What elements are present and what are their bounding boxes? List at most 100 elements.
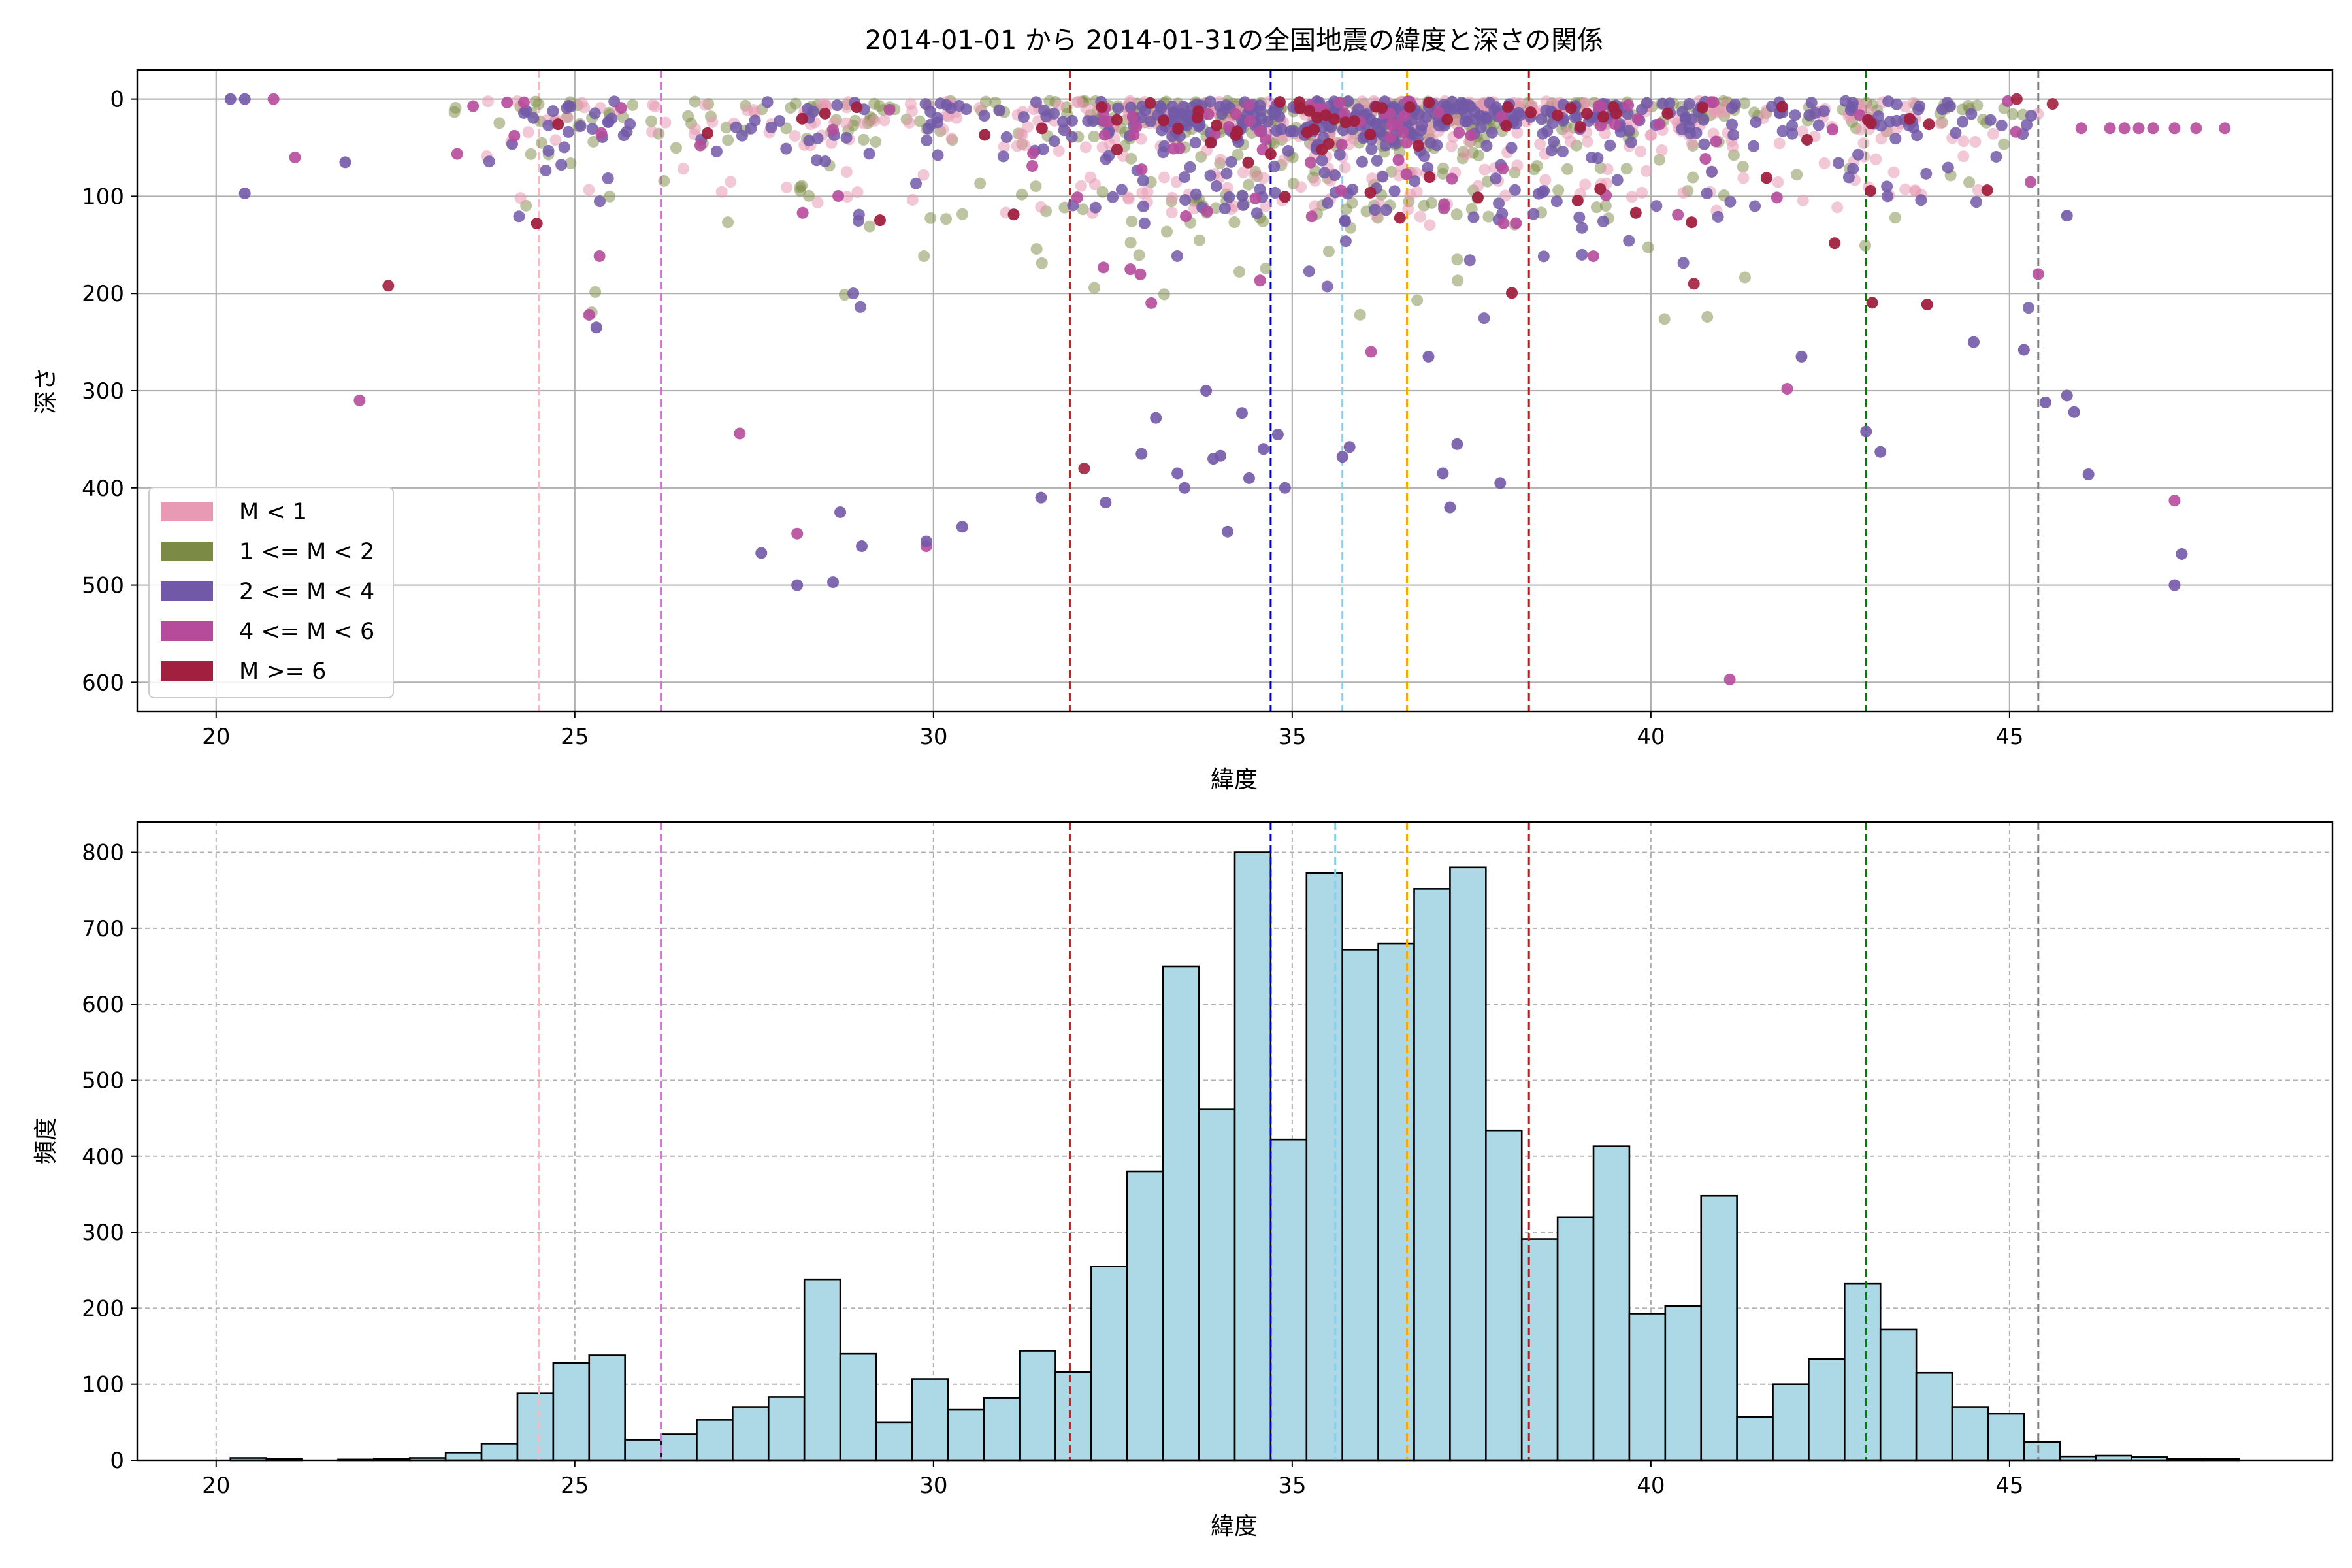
scatter-point [1500, 120, 1512, 132]
scatter-point [1273, 110, 1286, 123]
scatter-point [1912, 103, 1925, 116]
scatter-point [1134, 268, 1147, 280]
scatter-point [1552, 184, 1565, 197]
scatter-point [1510, 217, 1522, 229]
scatter-point [1972, 184, 1984, 196]
scatter-point [1712, 210, 1724, 223]
scatter-point [2017, 344, 2030, 356]
scatter-point [765, 122, 777, 134]
scatter-point [1158, 171, 1170, 184]
legend-label: 2 <= M < 4 [239, 579, 374, 605]
scatter-point [796, 112, 808, 125]
scatter-point [1803, 109, 1816, 122]
histogram-y-tick-label: 800 [82, 840, 124, 866]
scatter-point [1126, 215, 1138, 227]
scatter-point [1963, 176, 1976, 189]
histogram-bars [229, 851, 2240, 1462]
scatter-point [382, 280, 395, 292]
scatter-point [2147, 122, 2159, 135]
scatter-x-axis-label: 緯度 [1211, 766, 1258, 793]
scatter-point [590, 321, 602, 334]
scatter-point [1890, 98, 1903, 110]
scatter-point [1233, 265, 1245, 278]
scatter-y-tick-label: 100 [82, 184, 124, 210]
scatter-point [994, 105, 1006, 117]
histogram-x-ticks: 20 25 30 35 40 45 [202, 1460, 2024, 1499]
scatter-point [1304, 156, 1316, 169]
scatter-point [1305, 210, 1318, 223]
legend-box [148, 487, 394, 698]
scatter-point [2020, 119, 2033, 131]
scatter-point [794, 184, 807, 197]
scatter-point [819, 155, 832, 167]
scatter-point [785, 102, 797, 114]
scatter-point [1496, 208, 1509, 220]
scatter-point [1124, 237, 1137, 249]
scatter-point [1423, 171, 1435, 184]
scatter-point [2219, 122, 2231, 135]
scatter-point [1539, 174, 1552, 186]
scatter-point [1172, 122, 1184, 135]
scatter-point [1967, 336, 1980, 348]
scatter-point [1260, 262, 1272, 274]
scatter-point [1723, 673, 1736, 685]
scatter-point [917, 169, 930, 181]
scatter-point [1604, 139, 1616, 152]
scatter-point [1642, 241, 1654, 253]
scatter-point [602, 116, 614, 128]
scatter-point [858, 118, 870, 130]
scatter-point [1818, 157, 1831, 169]
scatter-point [1177, 101, 1190, 113]
scatter-point [542, 119, 555, 131]
scatter-point [339, 156, 351, 169]
legend-label: 4 <= M < 6 [239, 619, 374, 645]
histogram-bar [1449, 866, 1487, 1462]
scatter-point [1524, 106, 1537, 119]
scatter-point [1038, 105, 1051, 117]
scatter-point [552, 118, 564, 131]
scatter-point [2010, 93, 2023, 105]
scatter-point [1321, 280, 1333, 293]
scatter-point [761, 96, 774, 108]
scatter-point [1548, 135, 1560, 148]
scatter-point [1231, 125, 1243, 138]
scatter-point [1036, 257, 1048, 269]
scatter-point [1243, 178, 1255, 191]
scatter-point [870, 136, 882, 148]
scatter-point [960, 103, 973, 116]
scatter-point [1392, 154, 1405, 166]
scatter-point [1528, 163, 1541, 176]
scatter-point [1085, 171, 1097, 184]
scatter-point [689, 95, 701, 108]
scatter-point [715, 186, 728, 198]
scatter-point [730, 121, 742, 133]
scatter-point [1857, 137, 1870, 150]
scatter-point [647, 99, 659, 111]
scatter-point [997, 150, 1009, 163]
scatter-point [1771, 191, 1783, 204]
scatter-point [956, 208, 969, 220]
scatter-point [1384, 131, 1396, 144]
histogram-y-tick-label: 400 [82, 1144, 124, 1170]
scatter-point [1467, 211, 1480, 223]
scatter-point [594, 195, 606, 208]
scatter-point [1414, 124, 1427, 137]
scatter-point [851, 101, 863, 114]
scatter-point [1545, 144, 1558, 157]
scatter-point [540, 164, 552, 176]
scatter-point [1935, 118, 1947, 130]
histogram-bar [1126, 1170, 1164, 1462]
scatter-point [1839, 95, 1852, 107]
scatter-point [1942, 161, 1954, 174]
scatter-point [2022, 302, 2034, 314]
scatter-point [940, 213, 953, 225]
scatter-point [1293, 96, 1305, 108]
scatter-point [1495, 110, 1508, 123]
histogram-bar [839, 1352, 877, 1462]
scatter-point [1311, 112, 1324, 124]
scatter-point [878, 114, 890, 127]
scatter-point [736, 129, 748, 142]
scatter-point [2032, 268, 2044, 280]
scatter-point [1316, 154, 1328, 167]
histogram-bar [1556, 1216, 1595, 1462]
